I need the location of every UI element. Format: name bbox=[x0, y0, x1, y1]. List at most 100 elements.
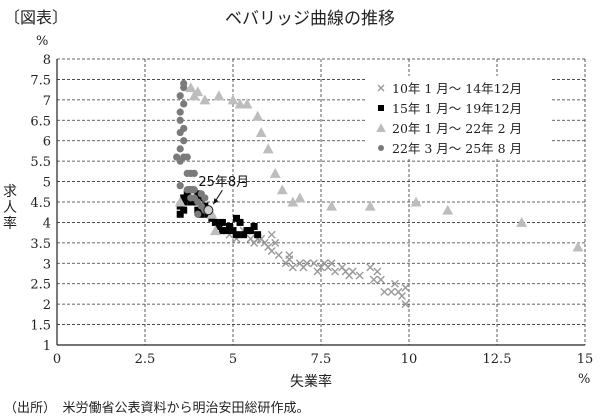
x-marker bbox=[274, 251, 283, 260]
data-points bbox=[173, 79, 584, 309]
x-marker bbox=[267, 230, 276, 239]
square-marker bbox=[254, 231, 262, 239]
y-tick-label: 2.5 bbox=[30, 278, 51, 293]
axes: 1 1.5 2 2.5 3 3.5 4 4.5 5 5.5 6 6.5 7 7.5 8 0 2.5 5 7.5 10 1… bbox=[30, 53, 593, 367]
triangle-marker bbox=[376, 123, 386, 132]
y-tick-label: 3 bbox=[43, 257, 51, 272]
triangle-marker bbox=[255, 127, 267, 138]
square-marker bbox=[229, 227, 237, 235]
legend: 10年 1 月～ 14年12月 15年 1 月～ 19年12月 20年 1 月～ 2… bbox=[366, 76, 552, 158]
triangle-marker bbox=[174, 196, 186, 207]
y-tick-label: 3.5 bbox=[30, 237, 51, 252]
chart-title: ベバリッジ曲線の推移 bbox=[225, 9, 395, 29]
triangle-marker bbox=[210, 225, 221, 236]
y-tick-label: 6.5 bbox=[30, 114, 51, 129]
x-marker bbox=[401, 300, 410, 309]
circle-marker bbox=[190, 169, 198, 177]
triangle-marker bbox=[294, 192, 306, 203]
y-axis-label: 求人率 bbox=[3, 184, 17, 232]
square-marker bbox=[222, 227, 230, 235]
x-axis-unit: % bbox=[578, 372, 591, 387]
x-marker bbox=[387, 287, 396, 296]
square-marker bbox=[225, 223, 233, 231]
triangle-marker bbox=[199, 94, 211, 105]
figure-label: 〔図表〕 bbox=[4, 8, 69, 27]
triangle-marker bbox=[269, 168, 281, 178]
x-tick-label: 5 bbox=[229, 352, 237, 367]
latest-point-marker bbox=[203, 205, 214, 216]
legend-entry-label: 10年 1 月～ 14年12月 bbox=[392, 81, 522, 96]
x-marker bbox=[394, 287, 403, 296]
y-tick-label: 4 bbox=[43, 216, 51, 231]
y-tick-label: 6 bbox=[43, 135, 51, 150]
x-tick-label: 0 bbox=[53, 352, 61, 367]
y-axis-unit: % bbox=[36, 34, 49, 49]
x-marker bbox=[366, 263, 375, 272]
series-circle bbox=[173, 79, 212, 218]
triangle-marker bbox=[287, 196, 299, 207]
triangle-marker bbox=[241, 98, 253, 109]
square-marker bbox=[218, 227, 226, 235]
circle-marker bbox=[180, 84, 188, 92]
square-marker bbox=[250, 223, 258, 231]
square-marker bbox=[233, 214, 241, 222]
x-tick-label: 10 bbox=[401, 352, 418, 367]
x-marker bbox=[313, 267, 322, 276]
square-marker bbox=[215, 223, 223, 231]
x-marker bbox=[390, 279, 399, 288]
annotation-label: 25年8月 bbox=[198, 175, 249, 190]
legend-box bbox=[366, 76, 552, 158]
triangle-marker bbox=[442, 204, 454, 215]
x-marker bbox=[369, 275, 378, 284]
x-marker bbox=[376, 275, 385, 284]
x-marker bbox=[295, 259, 304, 268]
circle-marker bbox=[176, 182, 184, 190]
annotation-25-aug: 25年8月 bbox=[198, 175, 249, 216]
x-marker bbox=[260, 238, 269, 247]
x-marker bbox=[281, 259, 290, 268]
square-marker bbox=[211, 218, 219, 226]
circle-marker bbox=[194, 210, 202, 218]
series-square bbox=[176, 186, 262, 239]
x-marker bbox=[271, 238, 280, 247]
x-axis-label: 失業率 bbox=[290, 374, 332, 390]
x-marker bbox=[355, 271, 364, 280]
square-marker bbox=[176, 210, 184, 218]
x-marker bbox=[377, 84, 385, 92]
x-tick-label: 15 bbox=[577, 352, 594, 367]
y-tick-label: 5 bbox=[43, 176, 51, 191]
x-marker bbox=[401, 283, 410, 292]
triangle-marker bbox=[206, 208, 218, 219]
circle-marker bbox=[183, 153, 191, 161]
circle-marker bbox=[180, 137, 188, 145]
triangle-marker bbox=[213, 90, 225, 101]
square-marker bbox=[240, 231, 248, 239]
x-marker bbox=[309, 259, 318, 268]
square-marker bbox=[247, 227, 255, 235]
x-marker bbox=[302, 259, 311, 268]
circle-marker bbox=[176, 92, 184, 100]
arrow-head-icon bbox=[213, 198, 219, 205]
square-marker bbox=[194, 206, 202, 214]
circle-marker bbox=[176, 108, 184, 116]
legend-entry-label: 22年 3 月～ 25年 8 月 bbox=[392, 141, 522, 156]
square-marker bbox=[233, 231, 241, 239]
x-marker bbox=[380, 287, 389, 296]
square-marker bbox=[236, 218, 244, 226]
triangle-marker bbox=[516, 217, 528, 227]
y-tick-label: 8 bbox=[43, 53, 51, 68]
x-marker bbox=[338, 263, 347, 272]
circle-marker bbox=[201, 194, 209, 202]
circle-marker bbox=[176, 145, 184, 153]
circle-marker bbox=[176, 116, 184, 124]
source-note: （出所） 米労働省公表資料から明治安田総研作成。 bbox=[4, 401, 310, 416]
triangle-marker bbox=[234, 98, 246, 109]
triangle-marker bbox=[252, 110, 264, 121]
square-marker bbox=[243, 227, 251, 235]
x-marker bbox=[285, 251, 294, 260]
x-marker bbox=[373, 267, 382, 276]
triangle-marker bbox=[326, 200, 337, 211]
triangle-marker bbox=[262, 143, 274, 154]
x-marker bbox=[331, 267, 340, 276]
